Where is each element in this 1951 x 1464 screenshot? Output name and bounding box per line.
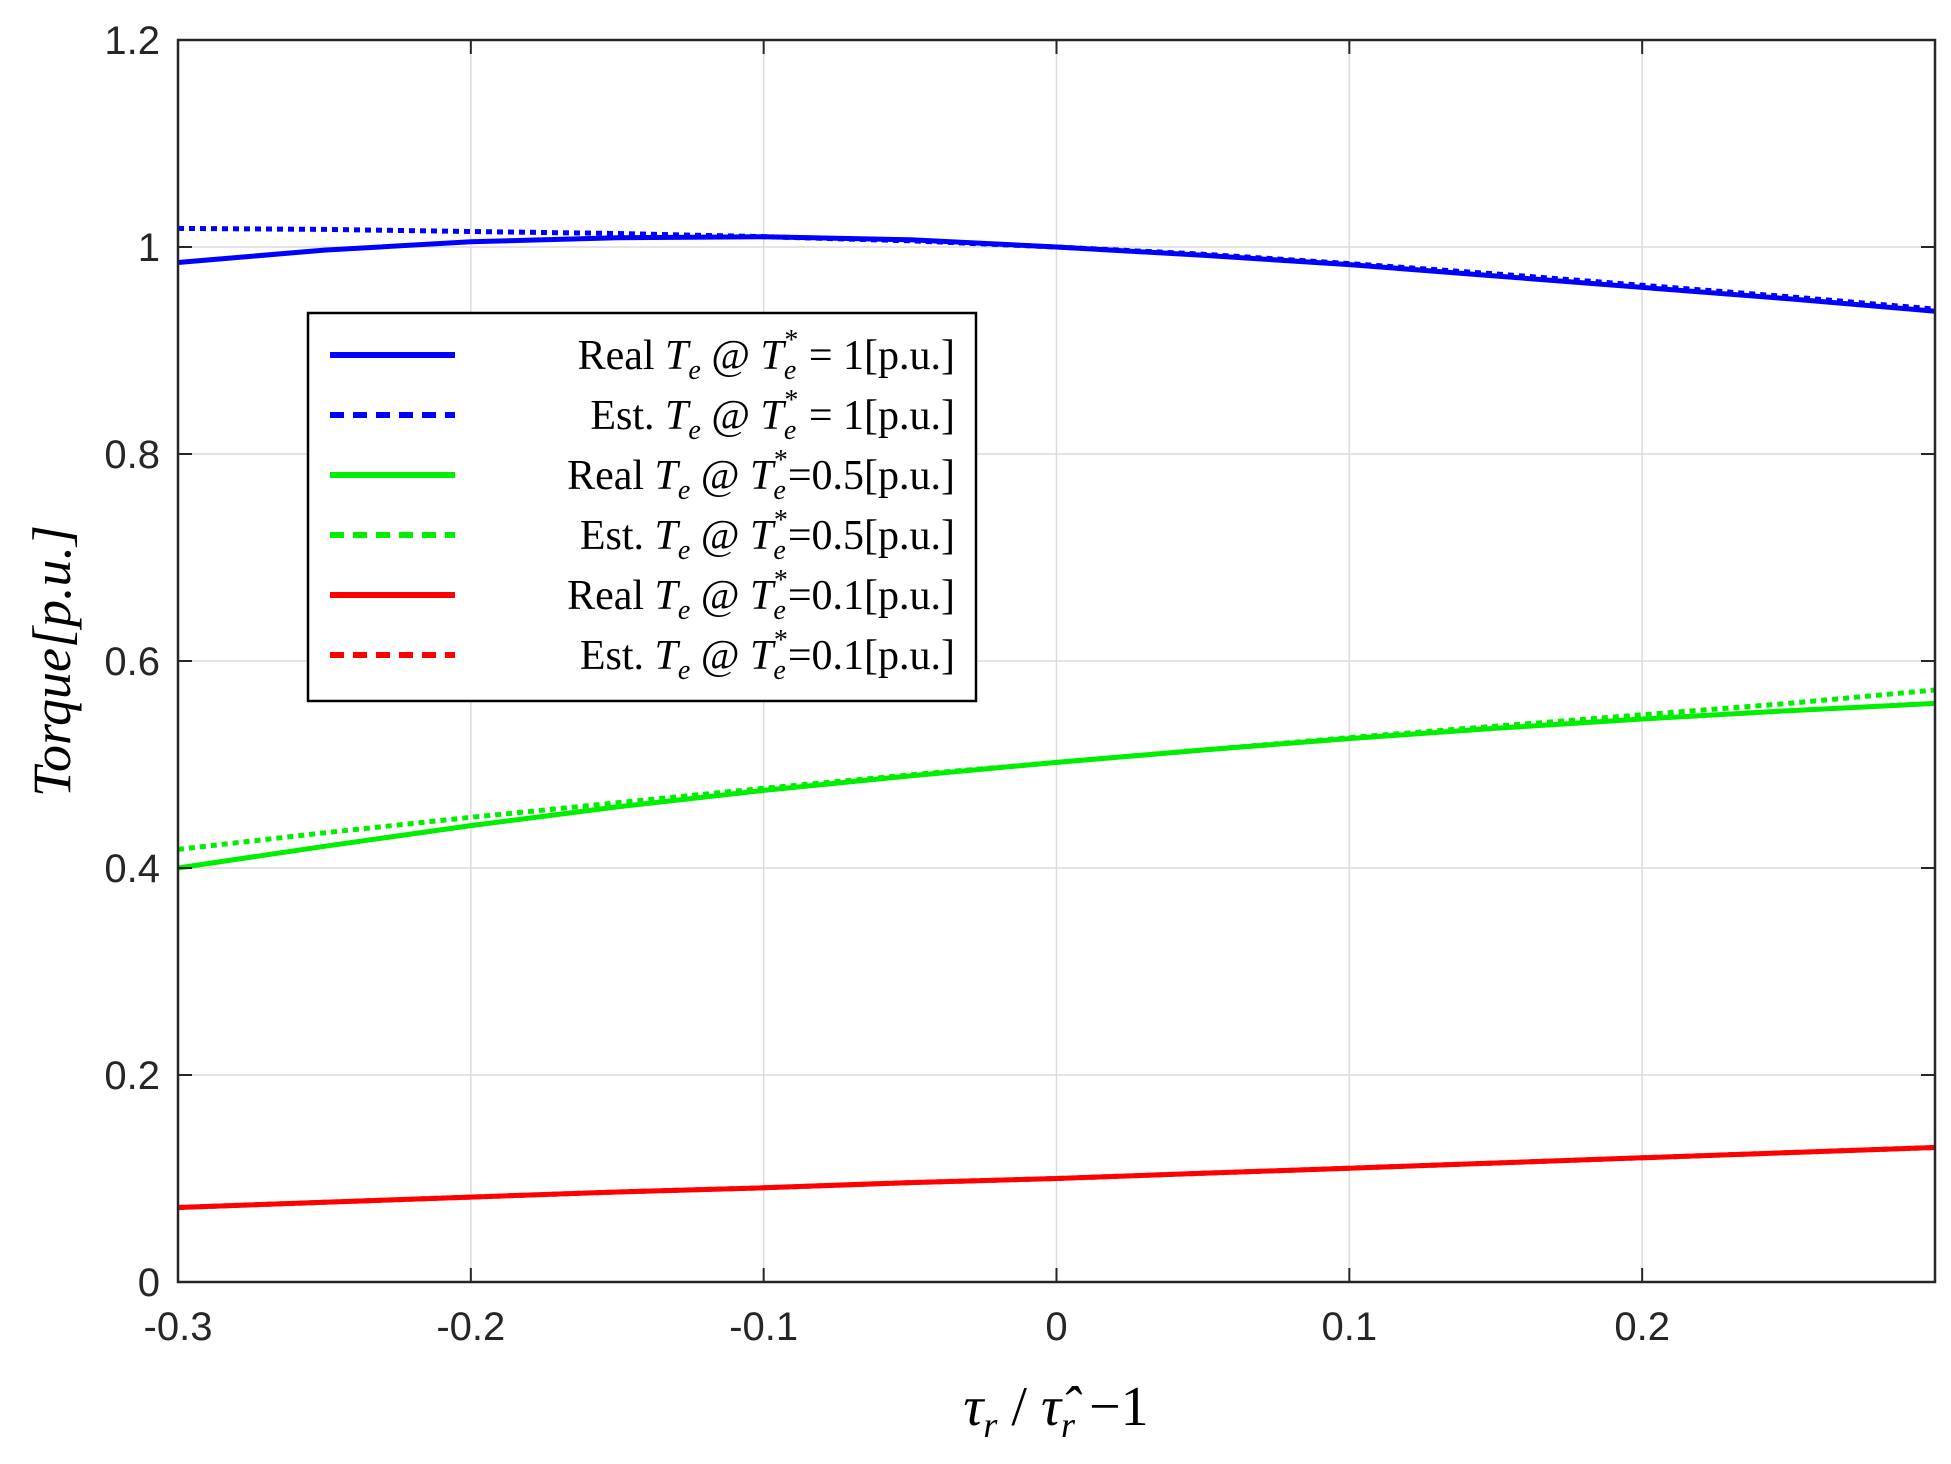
tick-labels: -0.3 -0.2 -0.1 0 0.1 0.2 0 0.2 0.4 0.6 0.8 1 1.2 <box>104 19 1670 1349</box>
y-tick-label: 1.2 <box>104 19 160 63</box>
y-tick-label: 0 <box>138 1261 160 1305</box>
x-axis-label: τr / τ̂r −1 <box>963 1376 1148 1445</box>
x-tick-label: 0.2 <box>1614 1305 1670 1349</box>
y-axis-label: Torque[p.u.] <box>22 525 82 797</box>
x-tick-label: -0.2 <box>436 1305 505 1349</box>
legend-entry-5: Real Te @ Te*=0.1[p.u.] <box>567 565 955 626</box>
y-tick-label: 0.6 <box>104 640 160 684</box>
legend: Real Te @ Te* = 1[p.u.]Est. Te @ Te* = 1… <box>306 311 978 703</box>
y-tick-label: 0.2 <box>104 1054 160 1098</box>
legend-entry-4: Est. Te @ Te*=0.5[p.u.] <box>580 505 955 566</box>
x-tick-label: 0 <box>1045 1305 1067 1349</box>
legend-entry-2: Est. Te @ Te* = 1[p.u.] <box>590 385 955 446</box>
series-line-4 <box>177 687 1936 852</box>
x-tick-label: -0.1 <box>729 1305 798 1349</box>
y-tick-label: 1 <box>138 226 160 270</box>
series-line-6 <box>177 1145 1936 1210</box>
ticks <box>177 39 1935 1283</box>
legend-box <box>306 311 978 703</box>
x-tick-label: 0.1 <box>1322 1305 1378 1349</box>
y-tick-label: 0.8 <box>104 433 160 477</box>
legend-entry-1: Real Te @ Te* = 1[p.u.] <box>578 325 955 386</box>
legend-entry-6: Est. Te @ Te*=0.1[p.u.] <box>580 625 955 686</box>
x-tick-label: -0.3 <box>144 1305 213 1349</box>
series-group <box>177 225 1936 1210</box>
legend-entry-3: Real Te @ Te*=0.5[p.u.] <box>567 445 955 506</box>
y-tick-label: 0.4 <box>104 847 160 891</box>
series-line-2 <box>177 225 1936 312</box>
